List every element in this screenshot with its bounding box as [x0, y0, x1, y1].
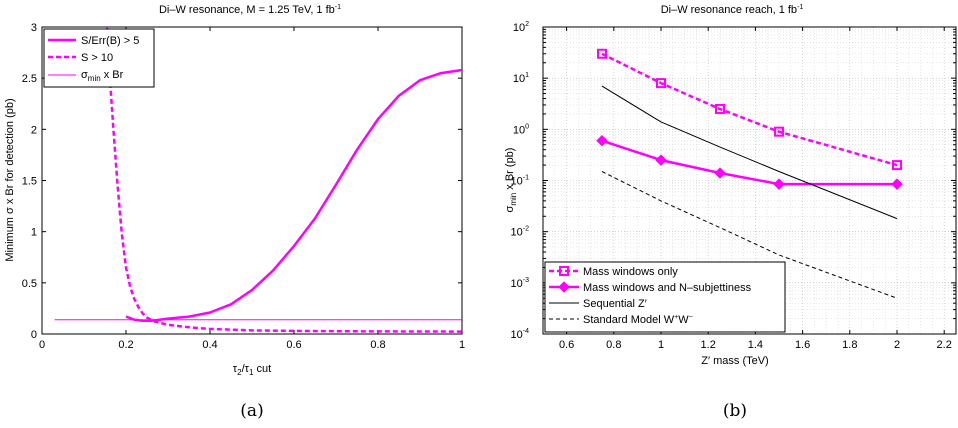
y-tick-label: 10-4 [511, 328, 530, 341]
legend-b-square-marker [559, 266, 569, 276]
series-b-diamond-marker [773, 178, 785, 190]
x-tick-label: 2.2 [937, 339, 952, 351]
y-tick-label: 10-3 [511, 277, 530, 290]
chart-b-frame [542, 26, 957, 335]
series-b-line-3 [601, 171, 898, 299]
legend-b-label-mass: Mass windows only [583, 266, 678, 278]
chart-a-axes: 0 0.2 0.4 0.6 0.8 1 0 0.5 1 1.5 2 2.5 3 [22, 22, 465, 351]
y-tick-label: 2 [31, 124, 37, 136]
series-b-square-marker [774, 126, 784, 137]
series-b-line-0 [601, 52, 898, 167]
chart-a-series [54, 26, 463, 333]
caption-a: (a) [240, 401, 263, 421]
chart-b-ylabel: σmin x Br (pb) [504, 148, 518, 213]
x-tick-label: 1 [459, 339, 465, 351]
chart-a: Di–W resonance, M = 1.25 TeV, 1 fb-1 0 0.… [4, 4, 465, 377]
legend-b-diamond-marker [558, 281, 570, 293]
series-b-square-marker [656, 78, 666, 89]
chart-a-xlabel: τ2/τ1 cut [233, 363, 271, 377]
y-tick-label: 10-2 [511, 226, 530, 239]
x-tick-label: 0.6 [286, 339, 301, 351]
legend-b-label-nsub: Mass windows and N–subjettiness [583, 282, 752, 294]
y-tick-label: 0 [31, 329, 37, 341]
y-tick-label: 0.5 [22, 278, 37, 290]
series-b-diamond-marker [655, 154, 667, 166]
series-b-diamond-marker [891, 178, 903, 190]
series-b-square-marker [597, 48, 607, 59]
chart-a-legend: S/Err(B) > 5 S > 10 σmin x Br [43, 28, 155, 88]
y-tick-label: 101 [513, 72, 529, 85]
series-b-diamond-marker [714, 167, 726, 179]
x-tick-label: 0.8 [606, 339, 621, 351]
series-b-square-marker [892, 160, 902, 171]
legend-a-label-serr: S/Err(B) > 5 [81, 35, 139, 47]
y-tick-label: 2.5 [22, 73, 37, 85]
chart-b-legend-box [544, 261, 786, 333]
x-tick-label: 1.4 [748, 339, 763, 351]
legend-b-label-sm: Standard Model W+W− [583, 314, 693, 326]
legend-a-label-s10: S > 10 [81, 52, 113, 64]
x-tick-label: 0.4 [202, 339, 217, 351]
x-tick-label: 0.2 [118, 339, 133, 351]
chart-b-title: Di–W resonance reach, 1 fb-1 [661, 4, 804, 16]
y-tick-label: 102 [513, 21, 529, 34]
x-tick-label: 0 [39, 339, 45, 351]
legend-b-label-zprime: Sequential Z′ [583, 298, 647, 310]
x-tick-label: 1 [658, 339, 664, 351]
chart-a-ylabel: Minimum σ x Br for detection (pb) [4, 98, 16, 261]
y-tick-label: 10-1 [511, 175, 530, 188]
chart-a-title: Di–W resonance, M = 1.25 TeV, 1 fb-1 [159, 4, 341, 16]
chart-b: Di–W resonance reach, 1 fb-1 0.6 0.8 1 1.2 1… [504, 4, 957, 367]
series-b-square-marker [715, 103, 725, 114]
series-a-line-1 [105, 26, 463, 333]
x-tick-label: 2 [894, 339, 900, 351]
legend-a-label-sigma: σmin x Br [81, 69, 124, 83]
y-tick-label: 1.5 [22, 176, 37, 188]
x-tick-label: 0.8 [370, 339, 385, 351]
chart-a-legend-box [43, 28, 155, 88]
x-tick-label: 0.6 [559, 339, 574, 351]
x-tick-label: 1.8 [842, 339, 857, 351]
chart-b-legend: Mass windows only Mass windows and N–sub… [544, 261, 786, 333]
caption-b: (b) [723, 401, 747, 421]
x-tick-label: 1.6 [795, 339, 810, 351]
y-tick-label: 3 [31, 22, 37, 34]
y-tick-label: 100 [513, 123, 529, 136]
series-a-line-0 [125, 68, 463, 322]
chart-b-xlabel: Z′ mass (TeV) [701, 355, 768, 367]
y-tick-label: 1 [31, 227, 37, 239]
x-tick-label: 1.2 [701, 339, 716, 351]
chart-b-series [596, 48, 903, 299]
series-b-line-2 [601, 85, 898, 220]
series-b-diamond-marker [596, 134, 608, 147]
